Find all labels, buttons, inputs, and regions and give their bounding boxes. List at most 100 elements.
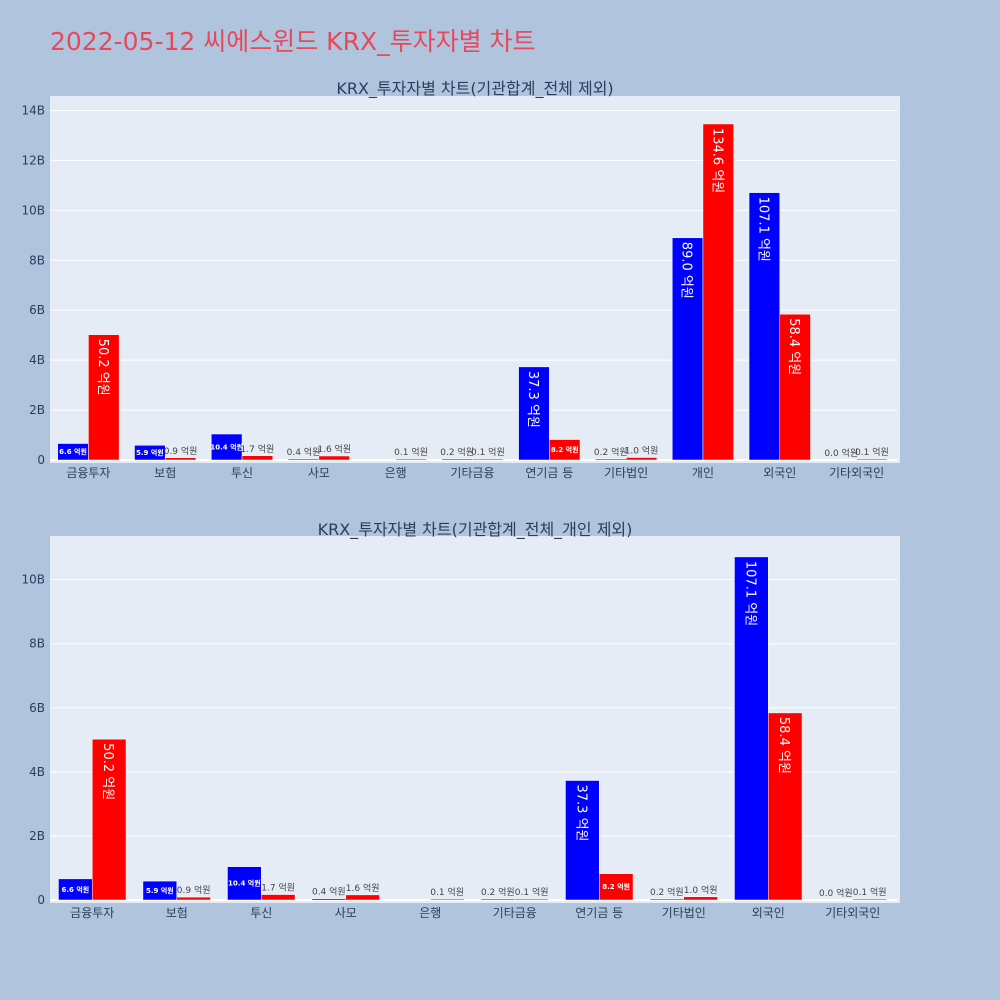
chart-2-bar-s1-6 [565,780,600,901]
chart-1-bar-label: 0.1 억원 [394,446,428,458]
chart-1-xtick-label: 외국인 [763,466,796,480]
chart-2-bar-label: 0.9 억원 [177,884,211,896]
chart-1-bar-label: 0.4 억원 [287,446,321,458]
chart-2-xtick-label: 금융투자 [70,906,114,920]
chart-2-bar-s2-3 [345,894,380,901]
chart-1-bar-label: 5.9 억원 [136,448,164,457]
chart-2-bar-label: 37.3 억원 [573,785,588,842]
chart-1-bar-label: 0.2 억원 [594,446,628,458]
chart-1-xtick-label: 사모 [308,466,330,480]
chart-1-bar-label: 89.0 억원 [679,242,694,299]
chart-2-ytick-label: 8B [29,637,45,651]
chart-1-ytick-label: 12B [21,153,45,167]
chart-1-xtick-label: 투신 [231,466,253,480]
chart-2-bar-s2-4 [430,898,465,901]
chart-2-xtick-label: 연기금 등 [575,906,623,920]
chart-1-bar-s2-8 [702,123,734,461]
chart-1-group: KRX_투자자별 차트(기관합계_전체 제외) 0 2B 4B 6B 8B 10B 12B 14… [21,79,900,480]
chart-1-xtick-label: 개인 [692,466,714,480]
chart-1-bar-s2-5 [472,458,504,461]
chart-1-bar-s2-4 [395,458,427,461]
chart-2-bar-label: 0.2 억원 [650,886,684,898]
chart-2-bar-s2-8 [768,712,803,901]
chart-1-bar-s2-6 [549,439,581,461]
chart-1-bar-label: 10.4 억원 [210,442,243,451]
chart-1-bar-label: 0.2 억원 [440,446,474,458]
chart-2-xtick-label: 은행 [419,905,441,920]
chart-2-xtick-label: 보험 [166,906,188,920]
chart-1-bar-label: 1.6 억원 [317,443,351,455]
chart-1-bar-s1-9 [748,192,781,461]
chart-1-bar-s1-1 [134,445,166,461]
chart-2-bar-s2-7 [683,896,718,901]
chart-1-xtick-label: 기타외국인 [829,466,884,480]
chart-2-bar-label: 6.6 억원 [61,885,89,894]
chart-1-bar-s2-0 [88,334,120,461]
chart-1-bar-s2-9 [779,313,811,461]
chart-1-bar-label: 37.3 억원 [525,371,540,428]
chart-2-bar-s1-1 [142,880,177,901]
chart-1-bar-s1-5 [441,458,473,461]
chart-1-bar-label: 0.0 억원 [824,447,858,459]
chart-1-ytick-label: 6B [29,303,45,317]
chart-2-xtick-label: 사모 [335,906,357,920]
chart-2-ytick-label: 6B [29,701,45,715]
chart-2-ytick-label: 0 [37,893,45,907]
chart-2-xtick-label: 기타금융 [493,906,537,920]
chart-1-bar-s1-2 [211,433,243,461]
chart-1-bar-s2-1 [164,457,197,461]
chart-2-bar-s2-5 [514,898,549,901]
chart-1-bar-s1-7 [595,458,627,461]
chart-2-bar-label: 10.4 억원 [228,879,261,888]
chart-1-bar-label: 107.1 억원 [755,197,770,262]
chart-1-bar-s2-2 [241,455,274,461]
chart-1-xtick-label: 금융투자 [66,466,110,480]
chart-2-bar-s2-9 [852,898,887,901]
chart-2-bar-label: 50.2 억원 [100,743,115,800]
chart-2-bar-s1-5 [480,898,516,901]
chart-2-bar-label: 0.2 억원 [481,886,515,898]
chart-2-xtick-label: 투신 [250,906,272,920]
chart-2-bar-label: 0.1 억원 [515,886,549,898]
chart-2-bar-s2-6 [599,873,634,901]
chart-2-bar-s1-2 [227,866,262,901]
chart-1-xtick-label: 기타금융 [450,466,494,480]
chart-1-bar-label: 6.6 억원 [59,447,87,456]
chart-2-xtick-label: 기타외국인 [825,906,880,920]
chart-1-ytick-label: 0 [37,453,45,467]
chart-2-bar-label: 0.0 억원 [819,887,853,899]
chart-1-bar-label: 50.2 억원 [95,339,110,396]
chart-1-ytick-label: 8B [29,253,45,267]
chart-2-bar-s2-0 [92,738,127,901]
chart-1-ytick-label: 4B [29,353,45,367]
chart-2-ytick-label: 4B [29,765,45,779]
chart-2-bar-label: 1.7 억원 [261,882,295,894]
chart-1-bar-s2-3 [318,455,350,461]
chart-2-bar-label: 58.4 억원 [776,717,791,774]
chart-2-xtick-label: 외국인 [752,906,785,920]
page-title: 2022-05-12 씨에스윈드 KRX_투자자별 차트 [50,27,536,56]
chart-1-bar-label: 0.9 억원 [164,445,198,457]
chart-1-bar-label: 0.1 억원 [471,446,505,458]
chart-1-title: KRX_투자자별 차트(기관합계_전체 제외) [336,79,613,99]
chart-1-xtick-label: 은행 [385,465,407,480]
chart-1-bar-label: 1.7 억원 [241,443,275,455]
chart-1-ytick-label: 10B [21,203,45,217]
chart-2-group: KRX_투자자별 차트(기관합계_전체_개인 제외) 0 2B 4B 6B 8B 10B 6.… [21,520,900,920]
chart-2-bar-label: 0.1 억원 [853,886,887,898]
chart-1-bar-label: 8.2 억원 [551,445,579,454]
chart-2-bar-s2-2 [261,894,296,901]
chart-1-bar-s1-3 [287,458,320,461]
chart-1-xtick-label: 연기금 등 [525,466,573,480]
chart-2-bar-label: 8.2 억원 [602,882,630,891]
chart-1-bar-label: 1.0 억원 [625,445,659,457]
chart-2-xtick-label: 기타법인 [662,906,706,920]
chart-1-bar-label: 134.6 억원 [709,128,724,193]
chart-2-bar-label: 0.1 억원 [430,886,464,898]
chart-1-bar-s1-8 [671,237,704,461]
chart-1-bar-s2-7 [625,457,658,461]
chart-1-ytick-label: 2B [29,403,45,417]
chart-2-bar-s1-3 [311,898,347,901]
chart-2-bar-label: 1.0 억원 [684,884,718,896]
